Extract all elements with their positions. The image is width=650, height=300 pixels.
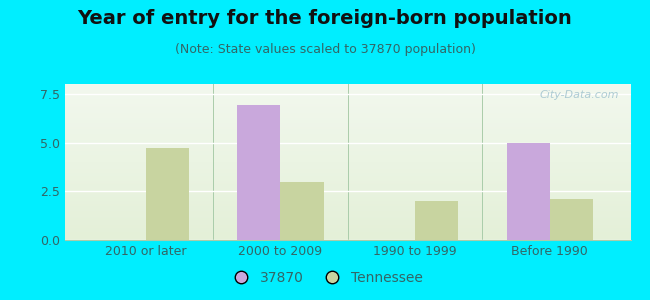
- Bar: [415, 201, 458, 240]
- Text: City-Data.com: City-Data.com: [540, 90, 619, 100]
- Bar: [237, 105, 280, 240]
- Bar: [550, 199, 593, 240]
- Bar: [146, 148, 189, 240]
- Text: (Note: State values scaled to 37870 population): (Note: State values scaled to 37870 popu…: [175, 44, 475, 56]
- Text: Year of entry for the foreign-born population: Year of entry for the foreign-born popul…: [77, 9, 573, 28]
- Legend: 37870, Tennessee: 37870, Tennessee: [221, 265, 429, 290]
- Bar: [280, 182, 324, 240]
- Bar: [506, 142, 550, 240]
